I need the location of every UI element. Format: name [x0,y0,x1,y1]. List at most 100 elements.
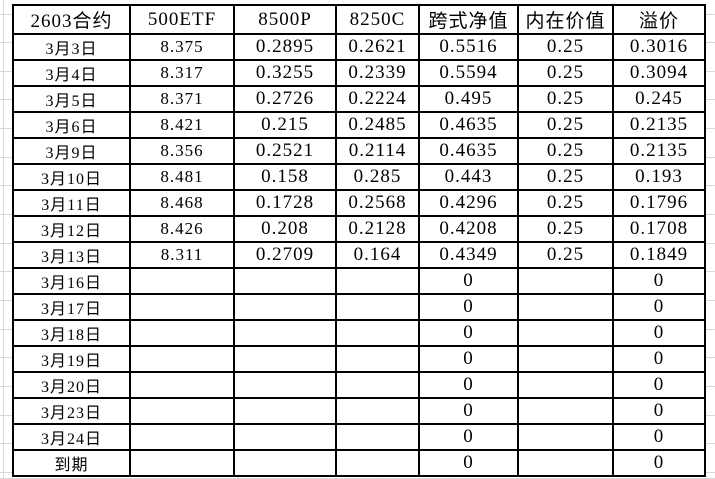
value-cell[interactable]: 0.2135 [612,111,706,139]
column-header[interactable]: 跨式净值 [418,4,519,35]
value-cell[interactable]: 0 [612,267,706,295]
value-cell[interactable]: 0.193 [612,163,706,191]
date-cell[interactable]: 3月18日 [12,319,131,347]
date-cell[interactable]: 3月9日 [12,137,131,165]
value-cell[interactable] [233,423,337,451]
value-cell[interactable] [517,293,614,321]
value-cell[interactable] [233,267,337,295]
value-cell[interactable] [517,267,614,295]
value-cell[interactable] [129,345,235,373]
date-cell[interactable]: 3月17日 [12,293,131,321]
value-cell[interactable]: 0 [612,449,706,477]
value-cell[interactable]: 0 [612,319,706,347]
value-cell[interactable]: 0.5594 [418,59,519,87]
value-cell[interactable]: 0.25 [517,33,614,61]
column-header[interactable]: 2603合约 [12,4,131,35]
value-cell[interactable]: 0.3016 [612,33,706,61]
value-cell[interactable]: 0.4296 [418,189,519,217]
date-cell[interactable]: 到期 [12,449,131,477]
value-cell[interactable]: 0.2568 [335,189,420,217]
value-cell[interactable]: 0 [612,423,706,451]
value-cell[interactable]: 0.2621 [335,33,420,61]
value-cell[interactable]: 0.25 [517,85,614,113]
value-cell[interactable]: 8.356 [129,137,235,165]
value-cell[interactable]: 0 [418,267,519,295]
date-cell[interactable]: 3月6日 [12,111,131,139]
date-cell[interactable]: 3月16日 [12,267,131,295]
value-cell[interactable]: 0.25 [517,163,614,191]
value-cell[interactable] [335,397,420,425]
value-cell[interactable] [335,449,420,477]
value-cell[interactable]: 0.2339 [335,59,420,87]
value-cell[interactable] [129,397,235,425]
value-cell[interactable] [517,371,614,399]
value-cell[interactable] [335,371,420,399]
value-cell[interactable] [233,293,337,321]
date-cell[interactable]: 3月5日 [12,85,131,113]
value-cell[interactable] [129,449,235,477]
value-cell[interactable]: 0.2895 [233,33,337,61]
column-header[interactable]: 8250C [335,4,420,35]
value-cell[interactable]: 0.158 [233,163,337,191]
value-cell[interactable]: 0.25 [517,111,614,139]
value-cell[interactable] [517,319,614,347]
value-cell[interactable] [517,397,614,425]
value-cell[interactable] [335,267,420,295]
value-cell[interactable]: 0.1849 [612,241,706,269]
value-cell[interactable]: 0.25 [517,189,614,217]
value-cell[interactable]: 0.4635 [418,111,519,139]
value-cell[interactable]: 0.4635 [418,137,519,165]
value-cell[interactable] [335,345,420,373]
value-cell[interactable]: 0.5516 [418,33,519,61]
value-cell[interactable]: 8.311 [129,241,235,269]
value-cell[interactable]: 0.2521 [233,137,337,165]
column-header[interactable]: 内在价值 [517,4,614,35]
column-header[interactable]: 8500P [233,4,337,35]
value-cell[interactable]: 0.25 [517,215,614,243]
value-cell[interactable]: 8.375 [129,33,235,61]
value-cell[interactable]: 0.285 [335,163,420,191]
value-cell[interactable]: 0 [612,397,706,425]
value-cell[interactable]: 0 [612,345,706,373]
value-cell[interactable]: 0.495 [418,85,519,113]
column-header[interactable]: 500ETF [129,4,235,35]
value-cell[interactable]: 0.1708 [612,215,706,243]
value-cell[interactable]: 0.4208 [418,215,519,243]
value-cell[interactable]: 0 [612,293,706,321]
value-cell[interactable]: 0.2114 [335,137,420,165]
value-cell[interactable]: 0.245 [612,85,706,113]
date-cell[interactable]: 3月13日 [12,241,131,269]
value-cell[interactable] [129,371,235,399]
value-cell[interactable] [233,319,337,347]
value-cell[interactable] [335,423,420,451]
value-cell[interactable]: 0.4349 [418,241,519,269]
value-cell[interactable]: 8.481 [129,163,235,191]
date-cell[interactable]: 3月12日 [12,215,131,243]
value-cell[interactable]: 0 [418,397,519,425]
value-cell[interactable] [233,371,337,399]
value-cell[interactable]: 0.2128 [335,215,420,243]
date-cell[interactable]: 3月11日 [12,189,131,217]
column-header[interactable]: 溢价 [612,4,706,35]
value-cell[interactable] [233,449,337,477]
value-cell[interactable] [335,319,420,347]
date-cell[interactable]: 3月3日 [12,33,131,61]
value-cell[interactable] [129,267,235,295]
value-cell[interactable]: 0 [418,293,519,321]
date-cell[interactable]: 3月20日 [12,371,131,399]
value-cell[interactable]: 0.25 [517,241,614,269]
value-cell[interactable] [233,345,337,373]
value-cell[interactable]: 0.215 [233,111,337,139]
date-cell[interactable]: 3月23日 [12,397,131,425]
value-cell[interactable]: 0.2224 [335,85,420,113]
value-cell[interactable]: 8.317 [129,59,235,87]
value-cell[interactable]: 0.164 [335,241,420,269]
value-cell[interactable]: 0.443 [418,163,519,191]
value-cell[interactable]: 0.3255 [233,59,337,87]
value-cell[interactable] [517,449,614,477]
value-cell[interactable] [129,293,235,321]
value-cell[interactable]: 0 [418,423,519,451]
date-cell[interactable]: 3月10日 [12,163,131,191]
value-cell[interactable]: 8.426 [129,215,235,243]
value-cell[interactable]: 0.2135 [612,137,706,165]
